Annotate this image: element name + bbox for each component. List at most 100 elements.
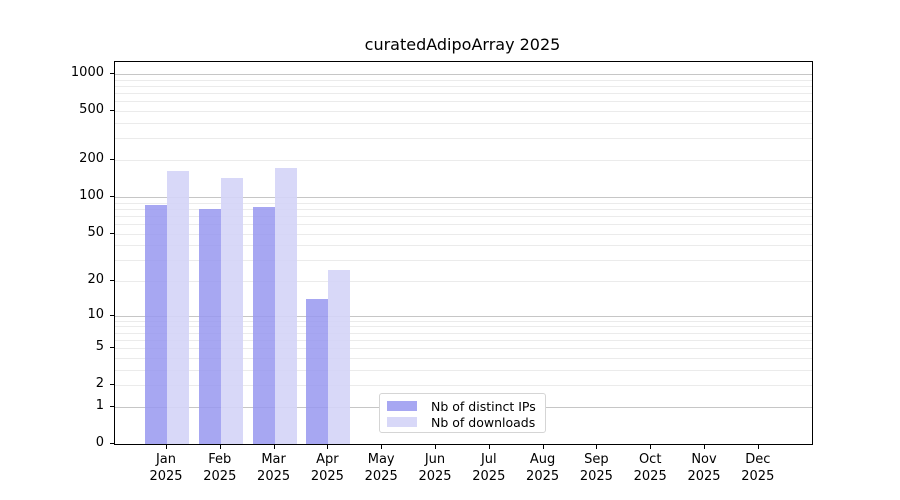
y-tick-label: 1 <box>95 397 104 413</box>
y-tick-label: 200 <box>79 151 104 166</box>
y-tick-label: 10 <box>87 306 104 322</box>
gridline <box>115 332 812 334</box>
y-tick <box>110 73 115 74</box>
x-tick-label-month: Jun <box>424 452 446 467</box>
y-tick <box>110 443 115 444</box>
gridline <box>115 215 812 217</box>
bar-nb-of-distinct-ips <box>198 209 221 444</box>
gridline <box>115 79 812 81</box>
x-tick-label-month: May <box>367 452 395 467</box>
x-tick-label-year: 2025 <box>687 469 721 484</box>
legend-label: Nb of downloads <box>431 414 536 430</box>
y-tick <box>110 384 115 386</box>
x-tick-label: Jun 2025 <box>400 451 470 485</box>
x-tick-label-year: 2025 <box>310 469 344 484</box>
gridline <box>115 93 812 95</box>
x-tick <box>166 444 167 449</box>
gridline <box>115 245 812 247</box>
x-tick <box>327 444 329 449</box>
bar-nb-of-downloads <box>167 170 189 444</box>
gridline <box>115 326 812 328</box>
x-tick-label-year: 2025 <box>472 469 506 484</box>
gridline <box>115 111 812 113</box>
x-tick-label: Feb 2025 <box>185 451 255 485</box>
x-tick <box>219 444 221 449</box>
x-tick-label: Apr 2025 <box>292 451 362 485</box>
plot-area: Nb of distinct IPs Nb of downloads <box>114 61 813 445</box>
y-tick <box>110 347 115 349</box>
y-tick-label: 5 <box>95 339 104 355</box>
x-tick-label-month: Jul <box>480 452 497 467</box>
x-tick <box>757 444 759 449</box>
y-tick <box>110 314 115 316</box>
gridline <box>115 339 812 341</box>
bar-nb-of-distinct-ips <box>145 204 167 444</box>
x-tick-label-month: Nov <box>691 452 717 467</box>
y-tick-label: 0 <box>95 435 104 450</box>
x-tick-label-year: 2025 <box>526 469 560 484</box>
x-tick-label-month: Aug <box>529 452 556 467</box>
x-tick-label: Nov 2025 <box>669 451 739 485</box>
gridline <box>115 315 812 317</box>
x-tick-label: Mar 2025 <box>239 451 309 485</box>
y-tick <box>110 405 115 407</box>
gridline <box>115 123 812 124</box>
gridline <box>115 357 812 359</box>
bar-nb-of-distinct-ips <box>252 206 275 444</box>
x-tick <box>542 444 544 449</box>
y-tick-label: 100 <box>79 187 104 203</box>
x-tick-label-month: Feb <box>208 452 232 467</box>
x-tick <box>273 444 275 449</box>
gridline <box>115 260 812 262</box>
x-tick-label-month: Jan <box>155 452 177 467</box>
x-tick-label: Oct 2025 <box>615 451 685 485</box>
x-tick <box>381 444 383 449</box>
y-tick <box>110 110 115 112</box>
x-tick <box>596 444 598 449</box>
y-tick <box>110 280 115 281</box>
x-tick-label-month: Oct <box>638 452 662 467</box>
x-tick-label: Jul 2025 <box>454 451 524 485</box>
x-tick-label-month: Sep <box>584 452 609 467</box>
y-tick-label: 50 <box>87 224 104 240</box>
x-tick-label-year: 2025 <box>741 469 775 484</box>
bar-nb-of-downloads <box>328 269 351 444</box>
x-tick-label-year: 2025 <box>633 469 667 484</box>
gridline <box>115 223 812 225</box>
gridline <box>115 281 812 282</box>
gridline <box>115 369 812 371</box>
x-tick-label-year: 2025 <box>257 469 291 484</box>
gridline <box>115 74 812 75</box>
gridline <box>115 86 812 87</box>
y-tick <box>110 195 115 197</box>
x-tick-label: Jan 2025 <box>131 451 201 485</box>
gridline <box>115 138 812 140</box>
y-tick-label: 2 <box>95 376 104 392</box>
x-tick-label-month: Dec <box>745 452 771 467</box>
x-tick-label-year: 2025 <box>418 469 452 484</box>
x-tick-label: Aug 2025 <box>508 451 578 485</box>
gridline <box>115 320 812 322</box>
gridline <box>115 202 812 204</box>
legend-item: Nb of downloads <box>380 414 545 430</box>
gridline <box>115 233 812 235</box>
legend-item: Nb of distinct IPs <box>380 398 545 414</box>
x-tick-label-year: 2025 <box>203 469 237 484</box>
x-tick-label-month: Mar <box>261 452 286 467</box>
gridline <box>115 208 812 210</box>
legend-swatch <box>387 401 417 411</box>
x-tick <box>704 444 705 449</box>
x-tick-label: Sep 2025 <box>561 451 631 485</box>
x-tick-label: Dec 2025 <box>723 451 793 485</box>
x-tick-label: May 2025 <box>346 451 416 485</box>
y-tick-label: 500 <box>79 102 104 118</box>
gridline <box>115 196 812 198</box>
x-tick-label-year: 2025 <box>149 469 183 484</box>
legend-label: Nb of distinct IPs <box>431 398 536 414</box>
y-tick <box>110 232 115 234</box>
y-tick <box>110 159 115 160</box>
legend-swatch <box>387 417 417 427</box>
x-tick <box>488 444 490 449</box>
chart-title: curatedAdipoArray 2025 <box>364 35 561 54</box>
